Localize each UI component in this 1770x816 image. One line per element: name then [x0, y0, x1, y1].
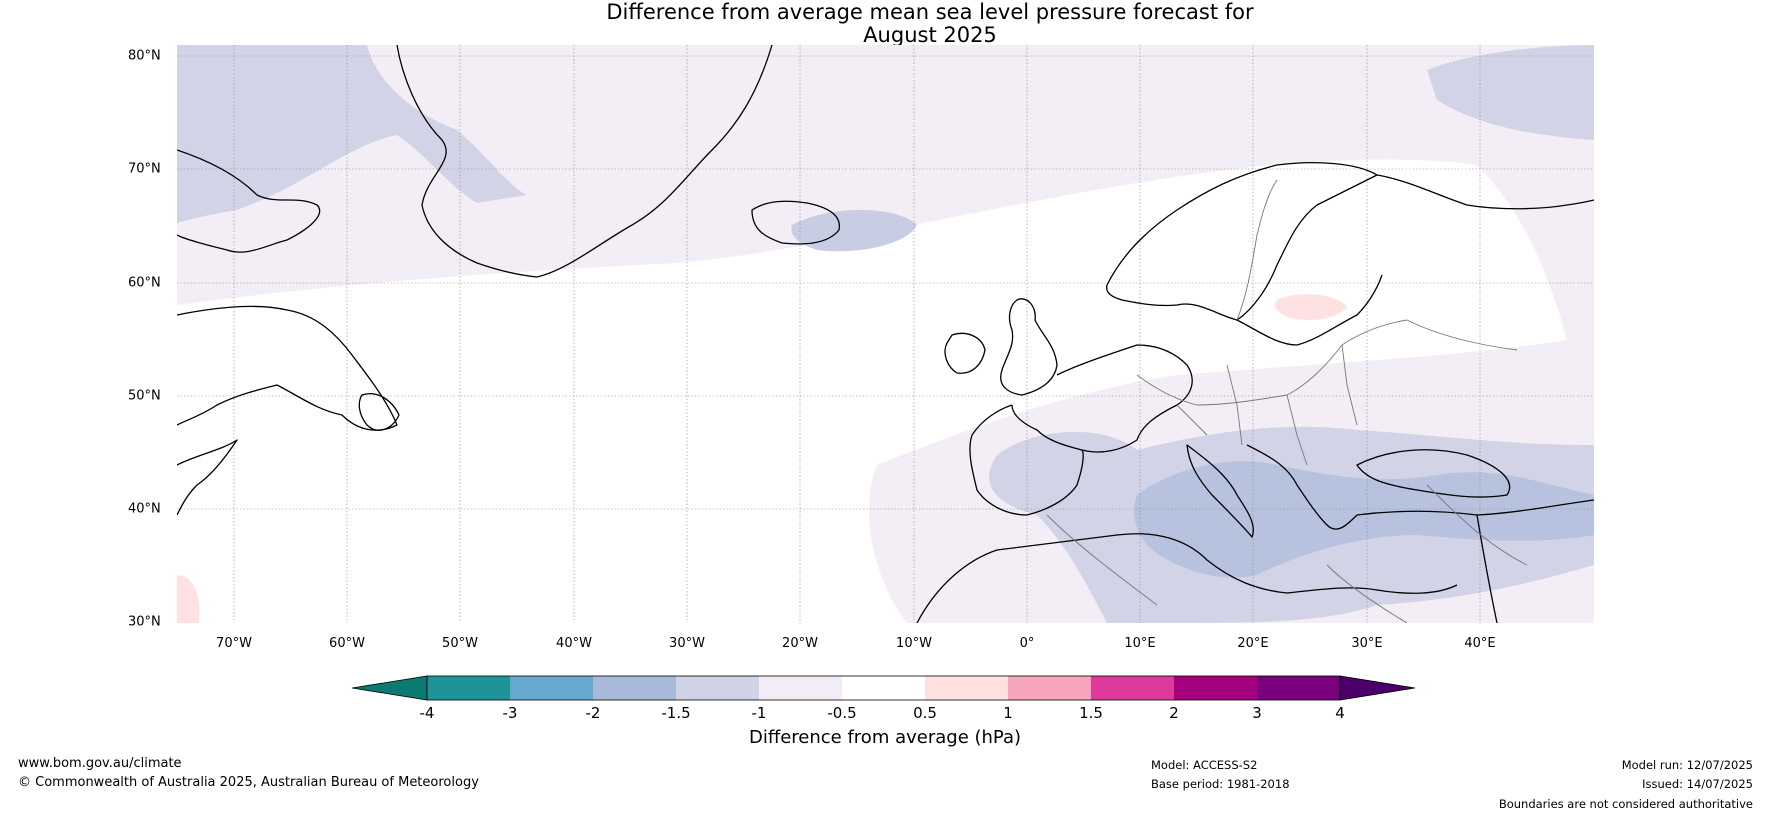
- lon-label-30w: 30°W: [669, 636, 705, 651]
- colorbar-segment: [842, 676, 925, 700]
- colorbar-segment: [1174, 676, 1257, 700]
- lat-label-80n: 80°N: [128, 48, 161, 64]
- colorbar-tick-label: -1.5: [661, 704, 691, 722]
- colorbar-outline: [426, 675, 1341, 701]
- footer-base-period: Base period: 1981-2018: [1151, 777, 1290, 791]
- coastline-nova-scotia: [177, 439, 238, 516]
- footer-website: www.bom.gov.au/climate: [18, 756, 182, 771]
- coastline-iberia: [969, 404, 1084, 516]
- colorbar-tick-label: -1: [751, 704, 767, 722]
- footer-model: Model: ACCESS-S2: [1151, 758, 1258, 772]
- anomaly-field-minus-one-half-med: [1134, 461, 1594, 578]
- footer-issued: Issued: 14/07/2025: [1642, 777, 1753, 791]
- colorbar-segment: [510, 676, 593, 700]
- lon-label-40w: 40°W: [556, 636, 592, 651]
- footer-model-run: Model run: 12/07/2025: [1621, 758, 1753, 772]
- lat-label-60n: 60°N: [128, 275, 161, 291]
- coastline-levant: [1476, 514, 1498, 623]
- colorbar-tick-label: 1.5: [1079, 704, 1103, 722]
- lon-label-50w: 50°W: [442, 636, 478, 651]
- colorbar: [352, 675, 1416, 701]
- colorbar-label: Difference from average (hPa): [748, 727, 1022, 748]
- title-line-1: Difference from average mean sea level p…: [606, 0, 1254, 24]
- anomaly-field-positive-sw: [177, 575, 200, 623]
- anomaly-field-minus-one-north: [177, 45, 527, 223]
- footer-copyright: © Commonwealth of Australia 2025, Austra…: [18, 775, 479, 790]
- lon-label-0: 0°: [1019, 636, 1035, 651]
- coastlines: [177, 45, 1594, 623]
- footer-disclaimer: Boundaries are not considered authoritat…: [1498, 797, 1753, 811]
- anomaly-field-minus-one-ne: [1427, 45, 1594, 140]
- lat-label-30n: 30°N: [128, 614, 161, 630]
- lon-label-40e: 40°E: [1464, 636, 1496, 651]
- colorbar-extend-high: [1339, 675, 1416, 701]
- coastline-ireland: [944, 332, 986, 374]
- lon-label-10w: 10°W: [896, 636, 932, 651]
- lat-label-70n: 70°N: [128, 161, 161, 177]
- map-panel: [177, 45, 1594, 623]
- lon-label-20w: 20°W: [782, 636, 818, 651]
- lat-label-40n: 40°N: [128, 501, 161, 517]
- coastline-newfoundland: [358, 393, 400, 431]
- colorbar-tick-label: 4: [1335, 704, 1345, 722]
- colorbar-extend-low: [352, 675, 428, 701]
- coastline-iceland: [751, 200, 840, 245]
- colorbar-tick-label: -4: [419, 704, 435, 722]
- map-canvas: [177, 45, 1594, 623]
- coastline-black-sea: [1356, 449, 1511, 498]
- lon-label-10e: 10°E: [1124, 636, 1156, 651]
- coastline-north-africa: [916, 533, 1458, 623]
- colorbar-segment: [676, 676, 759, 700]
- colorbar-segment: [759, 676, 842, 700]
- coastline-balkans-greece: [1246, 444, 1358, 530]
- coastline-europe-west: [1011, 344, 1193, 453]
- colorbar-tick-label: 1: [1003, 704, 1013, 722]
- coastline-norway: [1106, 162, 1378, 321]
- title-line-2: August 2025: [863, 23, 997, 47]
- colorbar-tick-label: 2: [1169, 704, 1179, 722]
- coastline-great-britain: [1000, 298, 1058, 396]
- coastline-kola-russia: [1376, 174, 1594, 210]
- colorbar-segment: [1008, 676, 1091, 700]
- colorbar-segment: [1091, 676, 1174, 700]
- graticule: [177, 45, 1594, 623]
- colorbar-tick-label: 0.5: [913, 704, 937, 722]
- colorbar-tick-label: -0.5: [827, 704, 857, 722]
- colorbar-tick-label: -2: [585, 704, 601, 722]
- lon-label-30e: 30°E: [1351, 636, 1383, 651]
- coastline-italy: [1186, 444, 1254, 538]
- colorbar-segment: [1257, 676, 1340, 700]
- lon-label-20e: 20°E: [1237, 636, 1269, 651]
- lat-label-50n: 50°N: [128, 388, 161, 404]
- colorbar-tick-label: -3: [502, 704, 518, 722]
- colorbar-segment: [427, 676, 510, 700]
- colorbar-segment: [593, 676, 676, 700]
- country-borders: [1046, 179, 1528, 623]
- colorbar-tick-label: 3: [1252, 704, 1262, 722]
- coastline-baltic: [1236, 274, 1383, 346]
- coastline-canada-arctic: [177, 149, 321, 253]
- lon-label-70w: 70°W: [216, 636, 252, 651]
- colorbar-segment: [925, 676, 1008, 700]
- lon-label-60w: 60°W: [329, 636, 365, 651]
- coastline-greenland: [396, 45, 773, 278]
- anomaly-field-positive-baltic: [1275, 294, 1347, 320]
